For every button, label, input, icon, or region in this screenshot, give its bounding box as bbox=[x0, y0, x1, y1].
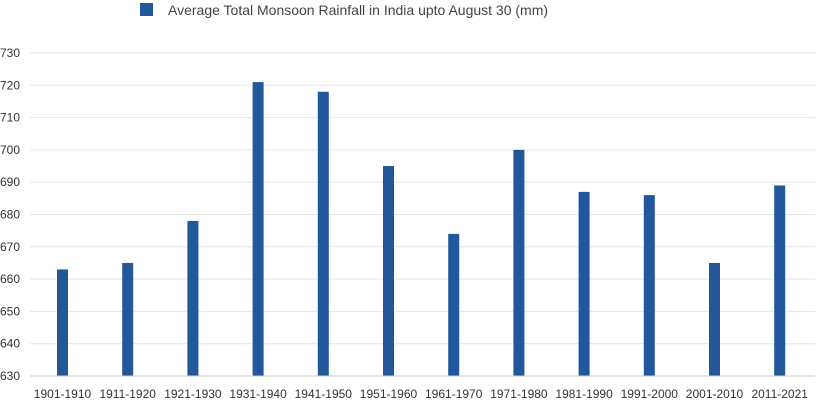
x-tick-label: 1981-1990 bbox=[555, 387, 613, 401]
y-tick-label: 680 bbox=[0, 208, 20, 222]
bar-1951-1960 bbox=[383, 166, 394, 376]
x-tick-label: 1941-1950 bbox=[295, 387, 353, 401]
x-tick-label: 1921-1930 bbox=[164, 387, 222, 401]
x-tick-label: 1931-1940 bbox=[229, 387, 287, 401]
bar-2011-2021 bbox=[774, 185, 786, 376]
x-tick-label: 2001-2010 bbox=[686, 387, 744, 401]
x-tick-label: 1911-1920 bbox=[99, 387, 156, 401]
x-axis-tick-labels: 1901-1910 1911-1920 1921-1930 1931-1940 1941… bbox=[34, 387, 808, 401]
x-tick-label: 1951-1960 bbox=[360, 387, 418, 401]
y-tick-label: 630 bbox=[0, 369, 20, 383]
bar-1991-2000 bbox=[643, 195, 655, 376]
y-tick-label: 660 bbox=[0, 272, 20, 286]
bars bbox=[57, 82, 786, 376]
legend-swatch bbox=[140, 3, 153, 16]
bar-1921-1930 bbox=[187, 220, 199, 376]
y-tick-label: 670 bbox=[0, 240, 20, 254]
grid bbox=[30, 52, 815, 345]
x-tick-label: 1901-1910 bbox=[34, 387, 92, 401]
legend-label: Average Total Monsoon Rainfall in India … bbox=[168, 2, 548, 18]
y-tick-label: 650 bbox=[0, 304, 20, 318]
x-tick-label: 1971-1980 bbox=[490, 387, 548, 401]
y-tick-label: 730 bbox=[0, 46, 20, 60]
x-tick-label: 2011-2021 bbox=[751, 387, 808, 401]
bar-1961-1970 bbox=[448, 233, 460, 376]
bar-2001-2010 bbox=[709, 262, 720, 376]
bar-1941-1950 bbox=[317, 91, 329, 376]
y-tick-label: 720 bbox=[0, 78, 20, 92]
y-tick-label: 690 bbox=[0, 175, 20, 189]
y-tick-label: 640 bbox=[0, 337, 20, 351]
legend: Average Total Monsoon Rainfall in India … bbox=[140, 2, 548, 18]
bar-1911-1920 bbox=[122, 262, 134, 376]
y-axis-tick-labels: 630 640 650 660 670 680 690 700 710 720 730 bbox=[0, 46, 20, 383]
bar-1901-1910 bbox=[57, 269, 68, 376]
bar-1971-1980 bbox=[513, 149, 525, 376]
x-tick-label: 1991-2000 bbox=[621, 387, 679, 401]
bar-1931-1940 bbox=[252, 82, 264, 376]
y-tick-label: 700 bbox=[0, 143, 20, 157]
bar-1981-1990 bbox=[578, 191, 590, 376]
y-tick-label: 710 bbox=[0, 111, 20, 125]
x-tick-label: 1961-1970 bbox=[425, 387, 483, 401]
